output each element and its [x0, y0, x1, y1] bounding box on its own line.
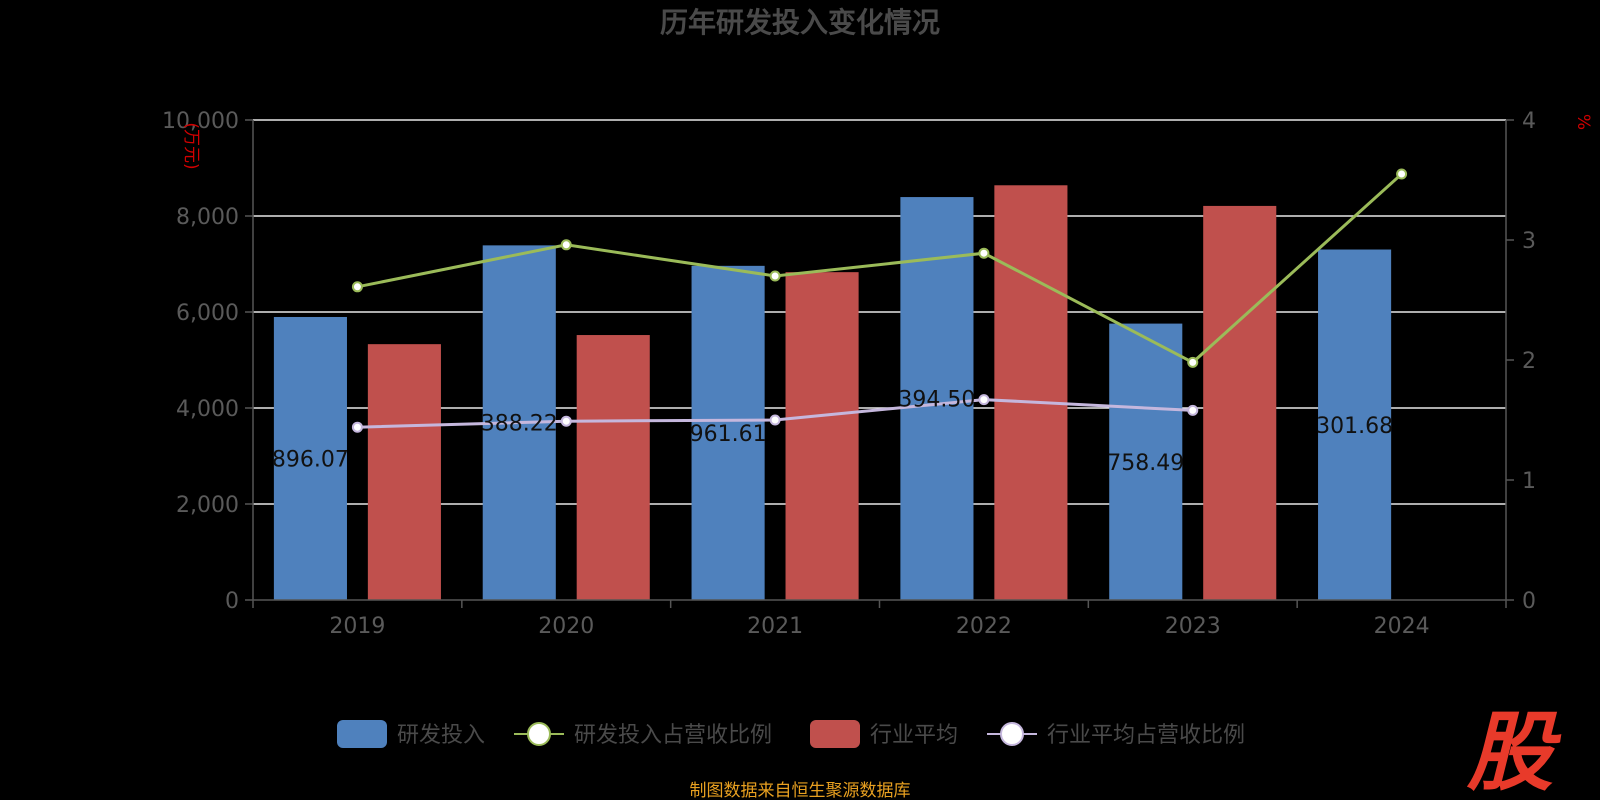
logo-mark: 股 — [1466, 702, 1562, 800]
source-note: 制图数据来自恒生聚源数据库 — [690, 781, 911, 800]
bar-industry-average — [1203, 205, 1277, 601]
point-rd-ratio — [351, 281, 363, 293]
bar-rd-investment — [691, 265, 765, 600]
data-labels: 896.07 388.22 961.61 394.50 758.49 301.68 — [272, 388, 1393, 476]
x-tick-label: 2023 — [1165, 614, 1221, 639]
point-rd-ratio — [1187, 356, 1199, 368]
point-industry-ratio — [351, 421, 363, 433]
y-right-tick-label: 3 — [1522, 229, 1536, 254]
x-tick-label: 2024 — [1374, 614, 1430, 639]
point-rd-ratio — [769, 270, 781, 282]
chart-title: 历年研发投入变化情况 — [660, 6, 940, 39]
bar-value-label: 961.61 — [690, 422, 767, 447]
bar-industry-average — [994, 185, 1068, 600]
y-right-tick-label: 2 — [1522, 349, 1536, 374]
legend-label: 研发投入占营收比例 — [574, 723, 772, 748]
grid-lines — [253, 119, 1506, 505]
legend-label: 行业平均占营收比例 — [1047, 723, 1245, 748]
ratio-lines — [351, 168, 1408, 433]
point-rd-ratio — [978, 247, 990, 259]
bar-industry-average — [367, 344, 441, 600]
y-left-tick-label: 2,000 — [176, 493, 239, 518]
legend-swatch-marker — [1000, 722, 1024, 746]
legend-swatch-marker — [527, 722, 551, 746]
bar-industry-average — [785, 272, 859, 600]
y-left-tick-label: 4,000 — [176, 397, 239, 422]
bars — [273, 185, 1392, 601]
x-tick-label: 2020 — [538, 614, 594, 639]
point-rd-ratio — [560, 239, 572, 251]
y-right-tick-label: 4 — [1522, 109, 1536, 134]
x-tick-label: 2022 — [956, 614, 1012, 639]
bar-rd-investment — [900, 197, 974, 600]
point-industry-ratio — [978, 394, 990, 406]
bar-value-label: 896.07 — [272, 447, 349, 472]
bar-value-label: 758.49 — [1107, 451, 1184, 476]
legend-swatch-bar — [810, 720, 860, 748]
line-rd-ratio — [357, 172, 1403, 365]
legend-label: 研发投入 — [397, 723, 485, 748]
y-left-tick-label: 10,000 — [162, 109, 239, 134]
legend-label: 行业平均 — [870, 723, 958, 748]
y-left-tick-label: 8,000 — [176, 205, 239, 230]
bar-rd-investment — [1318, 249, 1392, 601]
left-axis-unit: (万元) — [181, 122, 201, 169]
bar-rd-investment — [273, 316, 347, 600]
y-right-tick-label: 0 — [1522, 589, 1536, 614]
y-left-tick-label: 6,000 — [176, 301, 239, 326]
x-tick-label: 2021 — [747, 614, 803, 639]
bar-value-label: 388.22 — [481, 412, 558, 437]
point-rd-ratio — [1396, 168, 1408, 180]
point-industry-ratio — [1187, 404, 1199, 416]
legend-swatch-bar — [337, 720, 387, 748]
bar-value-label: 394.50 — [898, 388, 975, 413]
axes: 0 2,000 4,000 6,000 8,000 10,000 0 1 2 3 4 2019 2020… — [162, 109, 1536, 639]
bar-rd-investment — [1109, 323, 1183, 600]
legend: 研发投入 研发投入占营收比例 行业平均 行业平均占营收比例 — [337, 720, 1245, 748]
bar-value-label: 301.68 — [1316, 414, 1393, 439]
y-right-tick-label: 1 — [1522, 469, 1536, 494]
right-axis-unit: % — [1573, 114, 1593, 130]
point-industry-ratio — [560, 415, 572, 427]
bar-industry-average — [576, 335, 650, 600]
y-left-tick-label: 0 — [225, 589, 239, 614]
x-tick-label: 2019 — [329, 614, 385, 639]
point-industry-ratio — [769, 414, 781, 426]
